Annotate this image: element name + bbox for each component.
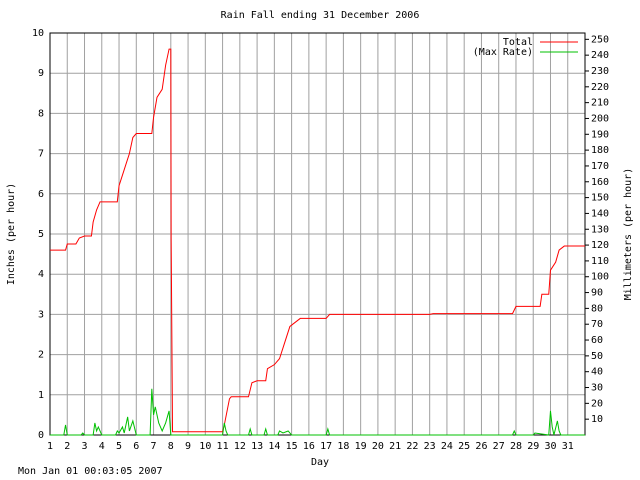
y2-tick-label: 170	[591, 161, 609, 172]
y2-tick-label: 120	[591, 240, 609, 251]
x-tick-label: 27	[493, 441, 505, 452]
y2-tick-label: 200	[591, 113, 609, 124]
y2-tick-label: 140	[591, 208, 609, 219]
x-tick-label: 19	[355, 441, 367, 452]
series-line	[50, 48, 585, 433]
y2-tick-label: 60	[591, 335, 603, 346]
x-tick-label: 11	[217, 441, 229, 452]
x-tick-label: 12	[234, 441, 246, 452]
y-tick-label: 3	[38, 309, 44, 320]
x-tick-label: 1	[47, 441, 53, 452]
x-tick-label: 3	[82, 441, 88, 452]
x-tick-label: 18	[337, 441, 349, 452]
y2-tick-label: 90	[591, 288, 603, 299]
y-tick-label: 10	[32, 28, 44, 39]
y2-tick-label: 150	[591, 193, 609, 204]
y2-tick-label: 110	[591, 256, 609, 267]
y2-tick-label: 180	[591, 145, 609, 156]
x-tick-label: 14	[268, 441, 280, 452]
x-tick-label: 20	[372, 441, 384, 452]
y2-tick-label: 80	[591, 303, 603, 314]
x-tick-label: 10	[199, 441, 211, 452]
x-tick-label: 31	[562, 441, 574, 452]
series-line	[50, 388, 585, 436]
x-tick-label: 17	[320, 441, 332, 452]
x-tick-label: 5	[116, 441, 122, 452]
y-tick-label: 2	[38, 350, 44, 361]
x-tick-label: 24	[441, 441, 453, 452]
x-tick-label: 29	[527, 441, 539, 452]
y2-tick-label: 240	[591, 50, 609, 61]
x-tick-label: 22	[406, 441, 418, 452]
y-tick-label: 5	[38, 229, 44, 240]
x-axis-label: Day	[311, 457, 329, 468]
y2-tick-label: 100	[591, 272, 609, 283]
y2-tick-label: 70	[591, 319, 603, 330]
y2-tick-label: 220	[591, 82, 609, 93]
x-tick-label: 2	[64, 441, 70, 452]
y2-tick-label: 210	[591, 98, 609, 109]
y2-tick-label: 130	[591, 224, 609, 235]
y-tick-label: 1	[38, 390, 44, 401]
x-tick-label: 13	[251, 441, 263, 452]
y-tick-label: 9	[38, 68, 44, 79]
y-tick-label: 8	[38, 108, 44, 119]
x-tick-label: 8	[168, 441, 174, 452]
y-tick-label: 0	[38, 430, 44, 441]
footer-timestamp: Mon Jan 01 00:03:05 2007	[18, 466, 163, 477]
x-tick-label: 21	[389, 441, 401, 452]
y2-tick-label: 30	[591, 383, 603, 394]
y2-tick-label: 20	[591, 398, 603, 409]
x-tick-label: 7	[151, 441, 157, 452]
x-tick-label: 25	[458, 441, 470, 452]
x-tick-label: 30	[544, 441, 556, 452]
x-tick-label: 26	[475, 441, 487, 452]
chart-title: Rain Fall ending 31 December 2006	[221, 10, 420, 21]
y2-tick-label: 40	[591, 367, 603, 378]
x-tick-label: 15	[286, 441, 298, 452]
y2-tick-label: 160	[591, 177, 609, 188]
y2-tick-label: 190	[591, 129, 609, 140]
x-tick-label: 16	[303, 441, 315, 452]
y-axis-label: Inches (per hour)	[6, 183, 17, 285]
x-tick-label: 6	[133, 441, 139, 452]
y2-tick-label: 250	[591, 34, 609, 45]
y2-tick-label: 50	[591, 351, 603, 362]
y-tick-label: 6	[38, 189, 44, 200]
y-tick-label: 7	[38, 149, 44, 160]
y2-tick-label: 10	[591, 414, 603, 425]
legend-label: (Max Rate)	[473, 47, 533, 58]
y-tick-label: 4	[38, 269, 44, 280]
x-tick-label: 23	[424, 441, 436, 452]
legend-label: Total	[503, 37, 533, 48]
y2-tick-label: 230	[591, 66, 609, 77]
x-tick-label: 4	[99, 441, 105, 452]
y2-axis-label: Millimeters (per hour)	[623, 168, 634, 300]
x-tick-label: 28	[510, 441, 522, 452]
x-tick-label: 9	[185, 441, 191, 452]
